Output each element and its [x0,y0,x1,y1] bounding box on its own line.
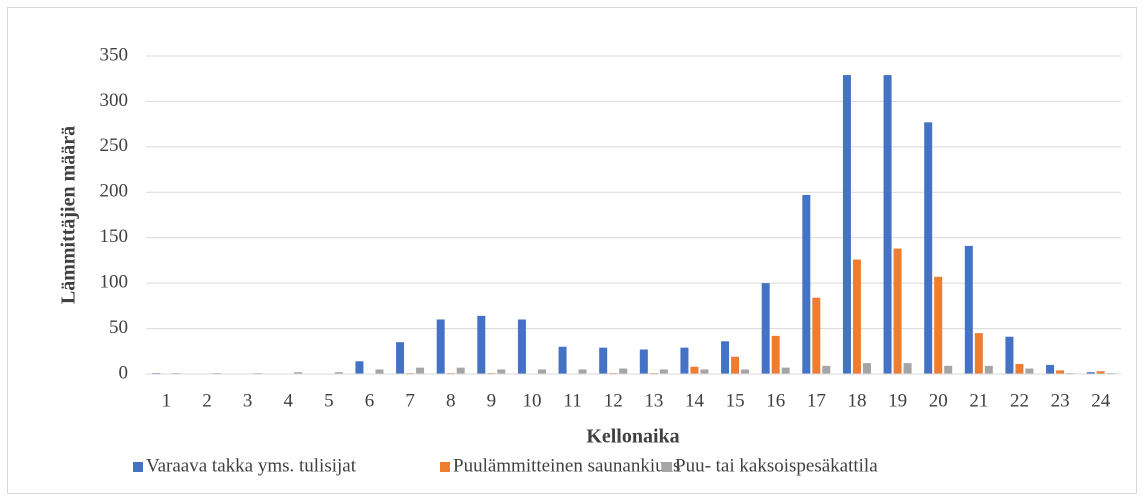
bar [934,276,943,374]
bar [852,259,861,374]
bar [334,372,343,374]
bar [842,75,851,374]
x-axis-title: Kellonaika [586,426,679,448]
bar [497,369,506,374]
bar [903,363,912,374]
legend-label: Puu- tai kaksoispesäkattila [675,455,878,476]
y-tick-label: 250 [100,135,129,156]
x-tick-label: 20 [929,390,948,411]
legend-label: Varaava takka yms. tulisijat [146,455,357,476]
bar [974,333,983,374]
bar [984,365,993,374]
y-tick-label: 0 [119,362,129,383]
legend-label: Puulämmitteinen saunankiuas [453,455,680,476]
bar [355,361,364,374]
x-tick-label: 21 [969,390,988,411]
bar [1046,364,1055,374]
bar [558,346,567,374]
y-tick-label: 50 [109,317,128,338]
x-tick-label: 6 [365,390,375,411]
x-tick-label: 17 [807,390,826,411]
bar [639,349,648,374]
bar [924,122,933,374]
x-tick-label: 15 [726,390,745,411]
x-tick-label: 22 [1010,390,1029,411]
bar [761,283,770,374]
bar [578,369,587,374]
bar [1025,368,1034,374]
x-tick-label: 24 [1091,390,1111,411]
x-tick-label: 12 [604,390,623,411]
bar [731,356,740,374]
bar [721,341,730,374]
bar [477,315,486,374]
bar [893,248,902,374]
bar [436,319,445,374]
x-tick-label: 19 [888,390,907,411]
bar [1005,336,1014,374]
bar [964,245,973,374]
y-tick-label: 350 [100,44,129,65]
bar [599,347,608,374]
bar [456,367,465,374]
x-tick-label: 4 [283,390,293,411]
bar [619,368,628,374]
bar [812,297,821,374]
bar [944,365,953,374]
x-tick-label: 10 [522,390,541,411]
bar [1096,371,1105,374]
x-tick-label: 9 [487,390,497,411]
bar [294,372,303,374]
x-tick-label: 11 [563,390,581,411]
bar [741,369,750,374]
bar [700,369,709,374]
x-tick-label: 8 [446,390,456,411]
bar [375,369,384,374]
x-tick-label: 23 [1051,390,1070,411]
bar [537,369,546,374]
bar [1086,372,1095,374]
x-tick-label: 13 [644,390,663,411]
bar [1056,370,1065,374]
bar [690,366,699,374]
bar [781,367,790,374]
x-tick-label: 7 [405,390,415,411]
x-tick-label: 5 [324,390,334,411]
bar [396,342,405,374]
chart-frame [7,7,1137,494]
y-tick-label: 150 [100,226,129,247]
legend-swatch [133,462,143,472]
x-tick-label: 18 [847,390,866,411]
x-tick-label: 3 [243,390,253,411]
bar [1015,364,1024,374]
bar [659,369,668,374]
bar [862,363,871,374]
x-tick-label: 16 [766,390,785,411]
y-tick-label: 100 [100,272,129,293]
legend-swatch [662,462,672,472]
bar [802,195,811,374]
bar [822,365,831,374]
bar [517,319,526,374]
y-tick-label: 300 [100,90,129,111]
y-axis-title: Lämmittäjien määrä [58,126,80,304]
bar [883,75,892,374]
bar [680,347,689,374]
y-tick-label: 200 [100,181,129,202]
legend-swatch [440,462,450,472]
bar [771,335,780,374]
x-tick-label: 1 [162,390,172,411]
bar [416,367,425,374]
x-tick-label: 2 [202,390,212,411]
x-tick-label: 14 [685,390,705,411]
